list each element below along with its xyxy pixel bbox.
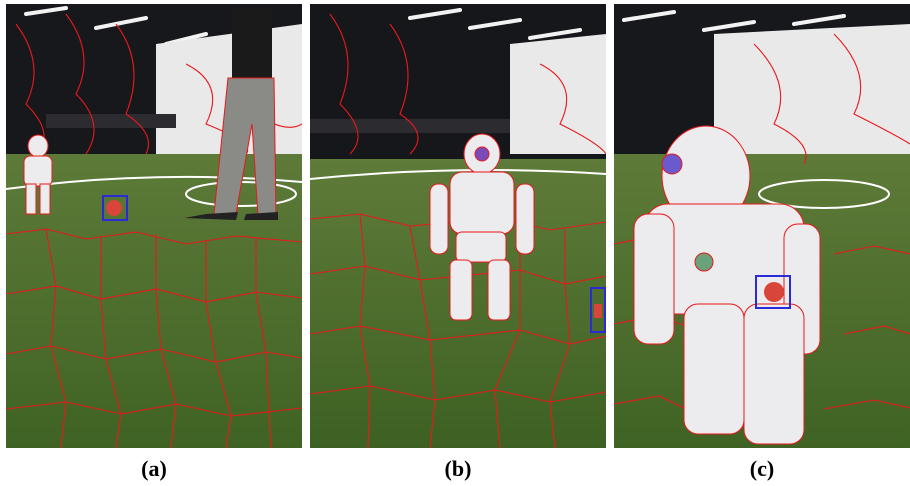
panel-b — [310, 4, 606, 448]
caption-b: (b) — [310, 456, 606, 482]
caption-a: (a) — [6, 456, 302, 482]
panel-a — [6, 4, 302, 448]
panel-a-image — [6, 4, 302, 448]
panel-c — [614, 4, 910, 448]
panel-c-image — [614, 4, 910, 448]
caption-c: (c) — [614, 456, 910, 482]
panel-b-image — [310, 4, 606, 448]
